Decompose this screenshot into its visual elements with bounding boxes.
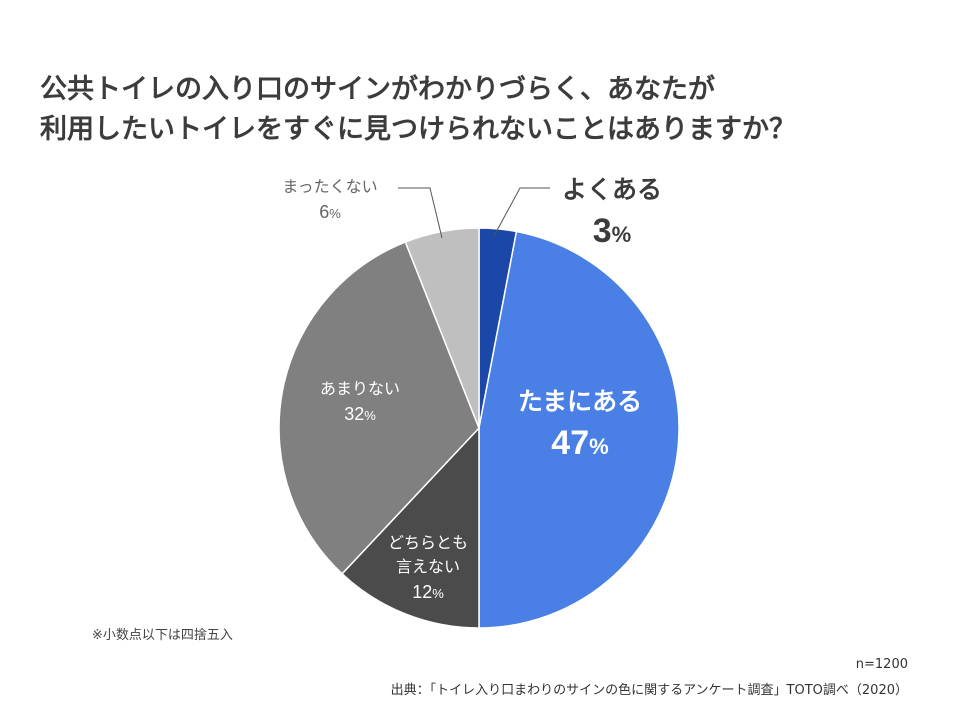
pie-slice-あまりない — [278, 241, 480, 575]
pie-slices — [278, 227, 680, 629]
pie-slice-どちらとも言えない — [341, 426, 480, 629]
pie-slice-まったくない — [404, 227, 480, 429]
title-line-2: 利用したいトイレをすぐに見つけられないことはありますか？ — [40, 114, 796, 145]
slice-label-どちらとも言えない-2: 言えない — [396, 557, 460, 576]
slice-label-よくある: よくある — [562, 175, 662, 204]
rounding-note: ※小数点以下は四捨五入 — [92, 628, 233, 643]
slice-value-たまにある: 47% — [551, 424, 608, 462]
slice-value-まったくない: 6% — [319, 202, 341, 222]
slice-label-どちらとも言えない-1: どちらとも — [388, 533, 468, 552]
slice-value-よくある: 3% — [593, 212, 631, 250]
chart-title: 公共トイレの入り口のサインがわかりづらく、あなたが 利用したいトイレをすぐに見つ… — [40, 70, 940, 150]
leader-line-よくある — [493, 187, 550, 237]
source-credit: 出典：「トイレ入り口まわりのサインの色に関するアンケート調査」TOTO調べ（20… — [390, 683, 908, 698]
slice-value-どちらとも言えない: 12% — [412, 582, 444, 602]
slice-label-たまにある: たまにある — [518, 387, 642, 416]
pie-slice-たまにある — [478, 230, 680, 629]
slice-label-まったくない: まったくない — [282, 177, 377, 196]
slice-label-あまりない: あまりない — [320, 379, 400, 398]
sample-size: n=1200 — [855, 657, 908, 672]
leader-line-まったくない — [398, 187, 443, 239]
title-line-1: 公共トイレの入り口のサインがわかりづらく、あなたが — [40, 74, 715, 105]
slice-value-あまりない: 32% — [344, 404, 376, 424]
